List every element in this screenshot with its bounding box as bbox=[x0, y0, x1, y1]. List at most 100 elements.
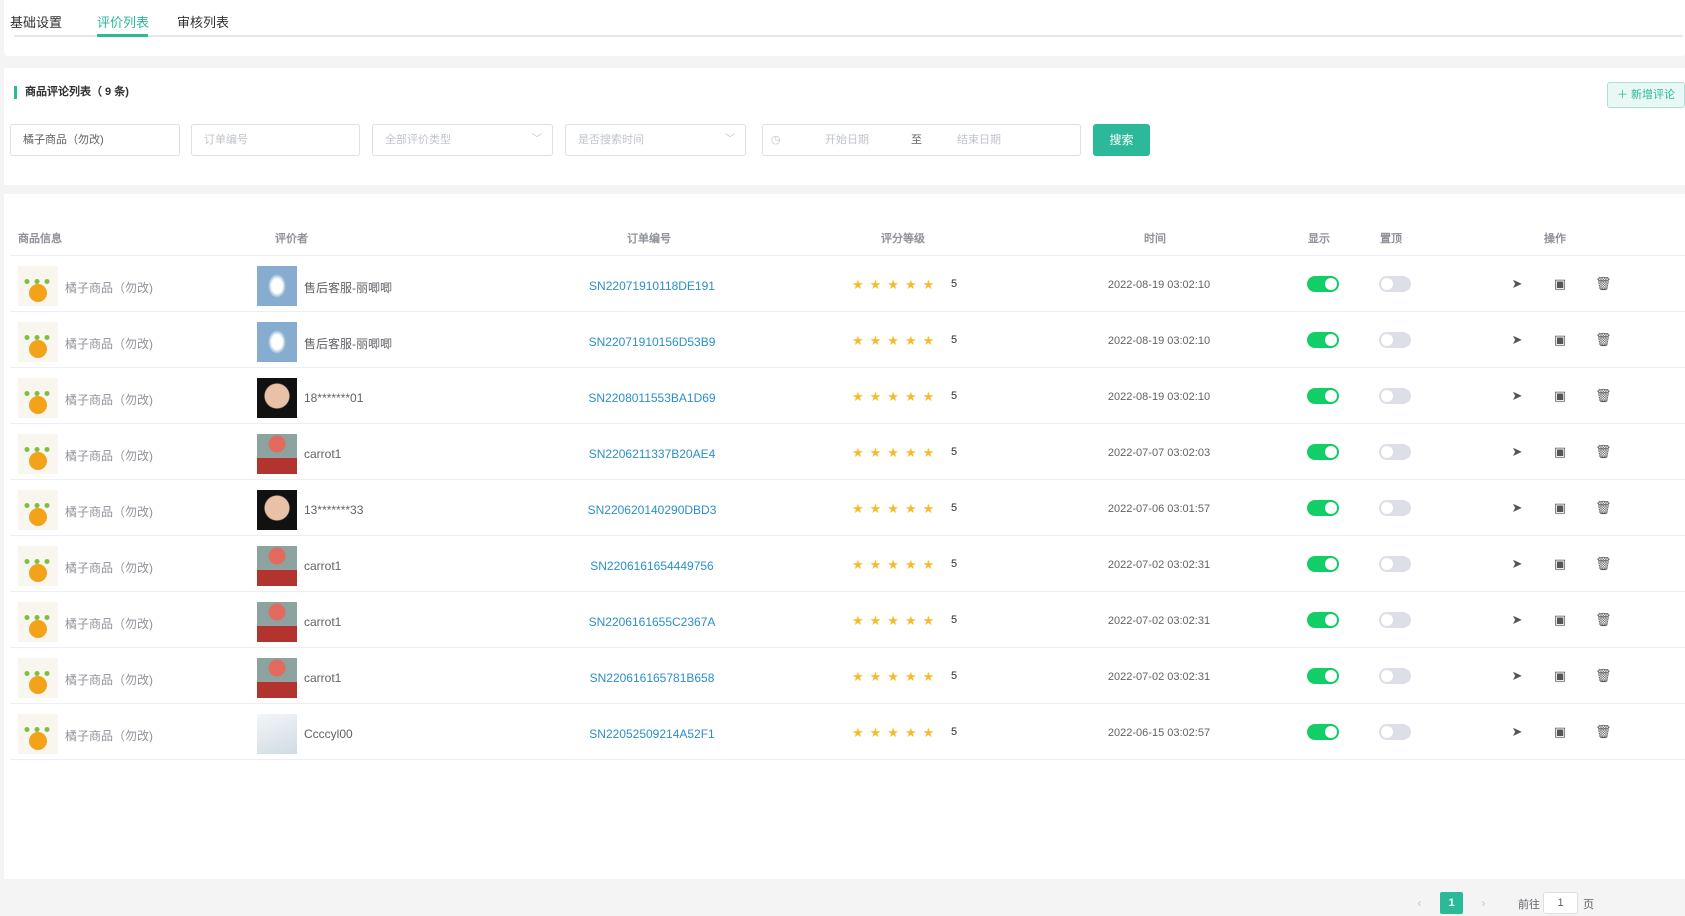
tabs-card: 基础设置 评价列表 审核列表 bbox=[4, 0, 1685, 56]
pin-toggle[interactable] bbox=[1379, 444, 1411, 460]
table-row: 橘子商品（勿改) carrot1 SN2206161655C2367A ★★★★… bbox=[4, 592, 1685, 652]
rating-score: 5 bbox=[951, 502, 958, 514]
order-number-link[interactable]: SN220616165781B658 bbox=[589, 671, 715, 685]
tab-review-list[interactable]: 评价列表 bbox=[97, 15, 150, 30]
send-icon[interactable]: ➤ bbox=[1511, 724, 1523, 739]
send-icon[interactable]: ➤ bbox=[1511, 332, 1523, 347]
next-page-button[interactable]: › bbox=[1472, 892, 1495, 914]
trash-icon[interactable]: 🗑 bbox=[1595, 444, 1612, 459]
file-add-icon[interactable]: ▣ bbox=[1553, 500, 1567, 515]
end-date-input[interactable]: 结束日期 bbox=[957, 134, 1001, 146]
pin-toggle[interactable] bbox=[1379, 332, 1411, 348]
trash-icon[interactable]: 🗑 bbox=[1595, 612, 1612, 627]
show-toggle[interactable] bbox=[1307, 612, 1339, 628]
order-number-link[interactable]: SN2206211337B20AE4 bbox=[588, 447, 716, 461]
product-thumbnail bbox=[18, 266, 58, 306]
row-divider bbox=[10, 535, 1685, 536]
row-divider bbox=[10, 647, 1685, 648]
header-show: 显示 bbox=[1308, 233, 1330, 245]
file-add-icon[interactable]: ▣ bbox=[1553, 332, 1567, 347]
file-add-icon[interactable]: ▣ bbox=[1553, 556, 1567, 571]
review-time: 2022-07-07 03:02:03 bbox=[1107, 447, 1211, 459]
send-icon[interactable]: ➤ bbox=[1511, 276, 1523, 291]
file-add-icon[interactable]: ▣ bbox=[1553, 276, 1567, 291]
show-toggle[interactable] bbox=[1307, 668, 1339, 684]
pin-toggle[interactable] bbox=[1379, 556, 1411, 572]
show-toggle[interactable] bbox=[1307, 556, 1339, 572]
goto-page-input[interactable]: 1 bbox=[1543, 892, 1578, 914]
date-range-picker[interactable]: ◷ 开始日期 至 结束日期 bbox=[762, 124, 1081, 156]
file-add-icon[interactable]: ▣ bbox=[1553, 724, 1567, 739]
table-row: 橘子商品（勿改) 13*******33 SN220620140290DBD3 … bbox=[4, 480, 1685, 540]
reviewer-avatar bbox=[257, 266, 297, 306]
list-title: 商品评论列表（ 9 条) bbox=[14, 86, 129, 99]
show-toggle[interactable] bbox=[1307, 444, 1339, 460]
file-add-icon[interactable]: ▣ bbox=[1553, 668, 1567, 683]
pin-toggle[interactable] bbox=[1379, 500, 1411, 516]
order-number-input[interactable]: 订单编号 bbox=[191, 124, 360, 156]
trash-icon[interactable]: 🗑 bbox=[1595, 500, 1612, 515]
header-divider bbox=[10, 255, 1685, 256]
row-divider bbox=[10, 591, 1685, 592]
rating-score: 5 bbox=[951, 558, 958, 570]
trash-icon[interactable]: 🗑 bbox=[1595, 724, 1612, 739]
product-thumbnail bbox=[18, 658, 58, 698]
tab-basic-settings[interactable]: 基础设置 bbox=[10, 15, 63, 30]
search-time-select[interactable]: 是否搜索时间 ﹀ bbox=[565, 124, 746, 156]
send-icon[interactable]: ➤ bbox=[1511, 668, 1523, 683]
reviewer-name: 售后客服-丽唧唧 bbox=[304, 337, 392, 351]
pin-toggle[interactable] bbox=[1379, 612, 1411, 628]
pin-toggle[interactable] bbox=[1379, 668, 1411, 684]
reviewer-name: 售后客服-丽唧唧 bbox=[304, 281, 392, 295]
pin-toggle[interactable] bbox=[1379, 388, 1411, 404]
pin-toggle[interactable] bbox=[1379, 276, 1411, 292]
file-add-icon[interactable]: ▣ bbox=[1553, 612, 1567, 627]
star-rating: ★★★★★ bbox=[852, 445, 941, 460]
start-date-input[interactable]: 开始日期 bbox=[825, 134, 869, 146]
show-toggle[interactable] bbox=[1307, 500, 1339, 516]
row-divider bbox=[10, 311, 1685, 312]
order-number-link[interactable]: SN220620140290DBD3 bbox=[587, 503, 717, 517]
product-input[interactable]: 橘子商品（勿改) bbox=[10, 124, 180, 156]
add-review-button[interactable]: ＋ 新增评论 bbox=[1607, 82, 1685, 108]
order-number-link[interactable]: SN22071910156D53B9 bbox=[588, 335, 716, 349]
order-number-link[interactable]: SN2208011553BA1D69 bbox=[588, 391, 716, 405]
send-icon[interactable]: ➤ bbox=[1511, 388, 1523, 403]
send-icon[interactable]: ➤ bbox=[1511, 444, 1523, 459]
order-number-link[interactable]: SN22071910118DE191 bbox=[589, 279, 715, 293]
product-name: 橘子商品（勿改) bbox=[65, 449, 153, 463]
page-1-button[interactable]: 1 bbox=[1440, 892, 1463, 914]
send-icon[interactable]: ➤ bbox=[1511, 500, 1523, 515]
search-button[interactable]: 搜索 bbox=[1093, 124, 1150, 156]
show-toggle[interactable] bbox=[1307, 332, 1339, 348]
show-toggle[interactable] bbox=[1307, 724, 1339, 740]
review-time: 2022-07-02 03:02:31 bbox=[1107, 559, 1211, 571]
tab-audit-list[interactable]: 审核列表 bbox=[177, 15, 230, 30]
header-order: 订单编号 bbox=[627, 233, 671, 245]
send-icon[interactable]: ➤ bbox=[1511, 556, 1523, 571]
order-number-link[interactable]: SN2206161654449756 bbox=[590, 559, 714, 573]
product-thumbnail bbox=[18, 378, 58, 418]
trash-icon[interactable]: 🗑 bbox=[1595, 668, 1612, 683]
file-add-icon[interactable]: ▣ bbox=[1553, 444, 1567, 459]
product-name: 橘子商品（勿改) bbox=[65, 561, 153, 575]
trash-icon[interactable]: 🗑 bbox=[1595, 388, 1612, 403]
goto-label: 前往 bbox=[1518, 899, 1540, 911]
show-toggle[interactable] bbox=[1307, 388, 1339, 404]
trash-icon[interactable]: 🗑 bbox=[1595, 332, 1612, 347]
show-toggle[interactable] bbox=[1307, 276, 1339, 292]
order-number-link[interactable]: SN2206161655C2367A bbox=[588, 615, 716, 629]
row-divider bbox=[10, 423, 1685, 424]
reviewer-avatar bbox=[257, 378, 297, 418]
prev-page-button[interactable]: ‹ bbox=[1408, 892, 1431, 914]
trash-icon[interactable]: 🗑 bbox=[1595, 276, 1612, 291]
reviewer-avatar bbox=[257, 322, 297, 362]
rating-score: 5 bbox=[951, 278, 958, 290]
send-icon[interactable]: ➤ bbox=[1511, 612, 1523, 627]
file-add-icon[interactable]: ▣ bbox=[1553, 388, 1567, 403]
pin-toggle[interactable] bbox=[1379, 724, 1411, 740]
trash-icon[interactable]: 🗑 bbox=[1595, 556, 1612, 571]
review-type-select[interactable]: 全部评价类型 ﹀ bbox=[372, 124, 553, 156]
product-thumbnail bbox=[18, 546, 58, 586]
order-number-link[interactable]: SN22052509214A52F1 bbox=[589, 727, 715, 741]
